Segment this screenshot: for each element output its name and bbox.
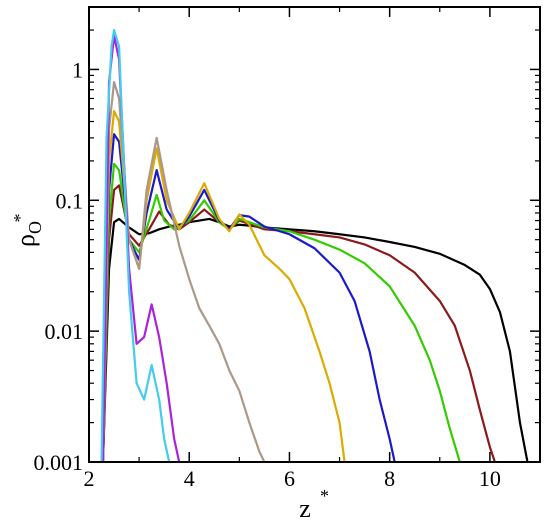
series-line-8 [100, 28, 171, 462]
series-line-6 [101, 81, 266, 462]
tick-layer: 2 4 6 8 10 0.001 0.01 0.1 1 [34, 6, 541, 491]
series-line-1 [101, 217, 529, 462]
series-layer [100, 28, 529, 462]
y-tick-label-0.001: 0.001 [34, 450, 84, 475]
y-axis-label: ρO * [10, 214, 45, 247]
x-tick-label-2: 2 [84, 466, 95, 491]
y-tick-label-0.01: 0.01 [45, 319, 84, 344]
x-axis-label: z [299, 494, 311, 523]
x-tick-label-8: 8 [384, 466, 395, 491]
plot-frame [88, 6, 541, 463]
x-axis-label-sup: * [320, 486, 329, 506]
y-tick-label-0.1: 0.1 [56, 188, 84, 213]
y-axis-label-main: ρ [11, 234, 40, 247]
y-tick-label-1: 1 [72, 57, 83, 82]
svg-text:ρO: ρO [11, 221, 45, 247]
y-axis-label-sup: * [10, 214, 30, 223]
x-tick-label-4: 4 [184, 466, 195, 491]
series-line-3 [101, 162, 461, 462]
y-axis-label-sub: O [25, 221, 45, 234]
series-line-7 [101, 34, 181, 462]
series-line-5 [101, 110, 346, 462]
x-tick-label-6: 6 [284, 466, 295, 491]
x-tick-label-10: 10 [479, 466, 501, 491]
x-axis-label-main: z [299, 494, 311, 523]
series-line-2 [101, 184, 496, 462]
